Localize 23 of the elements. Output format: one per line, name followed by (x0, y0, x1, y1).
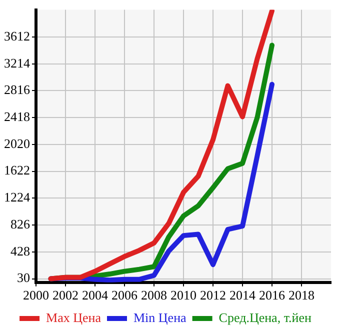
y-tick-label: 428 (10, 243, 30, 258)
legend-label: Сред.Цена, т.йен (218, 310, 312, 325)
x-tick-label: 2006 (112, 288, 138, 303)
x-tick-label: 2000 (23, 288, 49, 303)
y-tick-label: 2816 (4, 82, 30, 98)
x-tick-label: 2008 (141, 288, 167, 303)
y-tick-label: 826 (10, 216, 30, 232)
x-tick-label: 2012 (200, 288, 226, 303)
y-tick-label: 2020 (4, 136, 30, 151)
y-tick-label: 3214 (4, 55, 30, 70)
legend-label: Max Цена (46, 310, 102, 325)
x-tick-label: 2016 (259, 288, 286, 303)
y-tick-label: 1224 (4, 190, 30, 205)
x-tick-label: 2002 (52, 288, 78, 303)
x-tick-label: 2010 (170, 288, 196, 303)
x-tick-label: 2014 (230, 288, 256, 303)
x-tick-label: 2018 (288, 288, 314, 303)
y-tick-label: 1622 (4, 162, 30, 178)
x-tick-label: 2004 (82, 288, 108, 303)
y-tick-label: 3612 (4, 28, 30, 44)
legend-label: Min Цена (134, 310, 187, 325)
y-tick-label: 2418 (4, 109, 30, 124)
y-tick-label: 30 (17, 270, 30, 286)
